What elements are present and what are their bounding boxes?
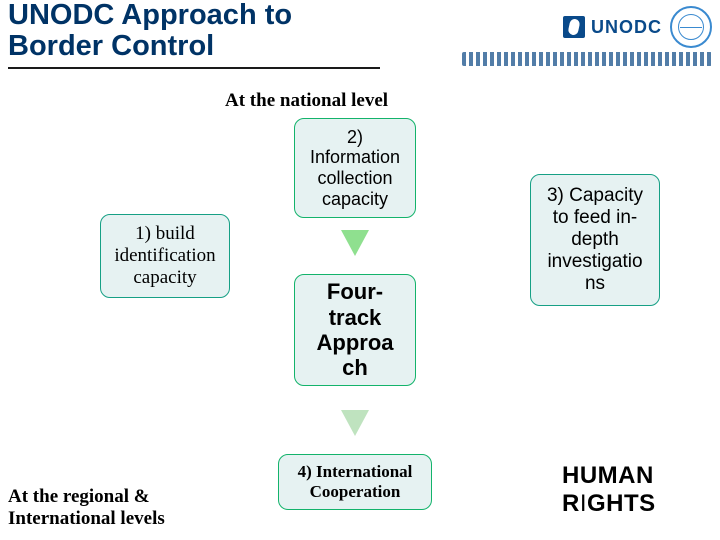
node-investigation-capacity: 3) Capacityto feed in-depthinvestigation… [530, 174, 660, 306]
page-title: UNODC Approach to Border Control [8, 0, 388, 63]
node-four-track-approach: Four-trackApproach [294, 274, 416, 386]
node-identification-capacity: 1) buildidentificationcapacity [100, 214, 230, 298]
subtitle-national-level: At the national level [225, 90, 388, 112]
footer-rights-post: GHTS [587, 490, 656, 517]
unodc-mark-icon [563, 16, 585, 38]
footer-regional-international: At the regional & International levels [8, 486, 218, 530]
unodc-logo-block: UNODC [563, 6, 712, 48]
footer-rights: RIGHTS [562, 490, 656, 518]
unodc-wordmark: UNODC [591, 17, 662, 38]
arrow-top [341, 230, 369, 256]
node-international-cooperation: 4) InternationalCooperation [278, 454, 432, 510]
footer-rights-pre: R [562, 490, 580, 517]
footer-human: HUMAN [562, 462, 656, 490]
un-globe-icon [670, 6, 712, 48]
footer-rights-dot: I [580, 490, 587, 517]
arabic-tagline [462, 52, 712, 70]
title-underline [8, 67, 380, 69]
node-information-collection: 2)Informationcollectioncapacity [294, 118, 416, 218]
arrow-bottom [341, 410, 369, 436]
unodc-logo: UNODC [563, 16, 662, 38]
footer-human-rights: HUMAN RIGHTS [562, 462, 656, 518]
